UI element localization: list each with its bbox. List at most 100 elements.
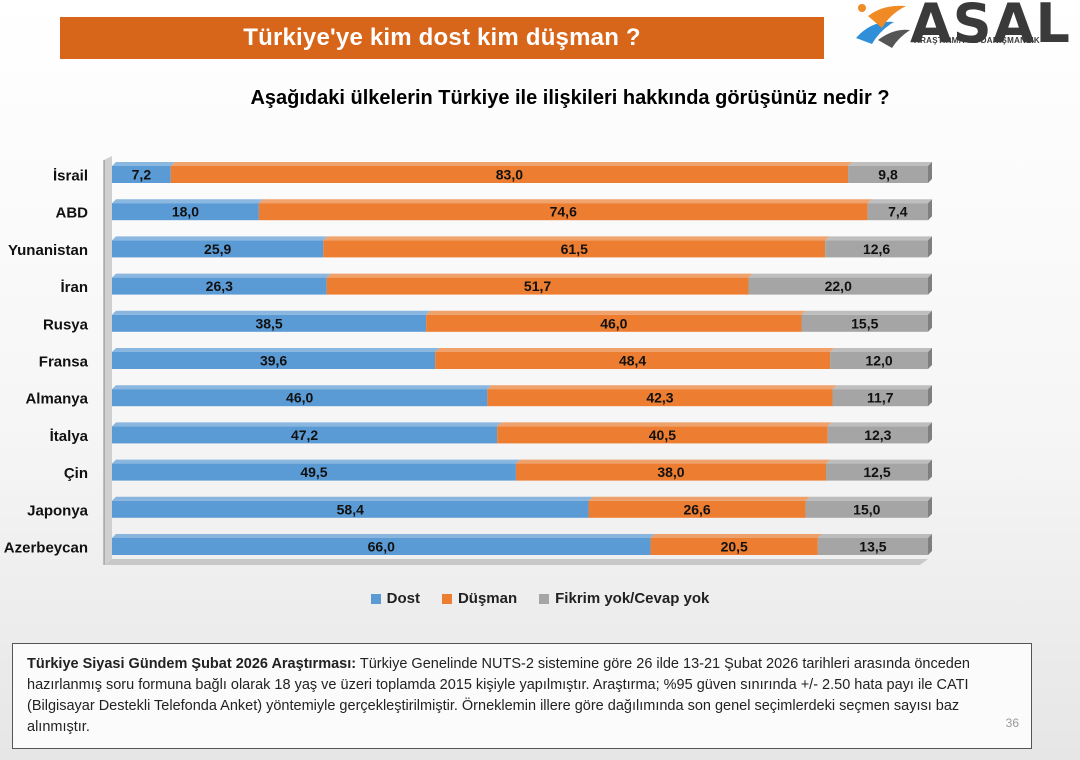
chart-title: Aşağıdaki ülkelerin Türkiye ile ilişkile… bbox=[250, 87, 890, 109]
bar-top-face bbox=[258, 199, 872, 204]
bar-top-face bbox=[112, 496, 593, 501]
category-label: ABD bbox=[56, 205, 89, 222]
bar-top-face bbox=[650, 534, 822, 538]
stacked-bar-chart: İsrail 7,2 83,0 9,8 ABD 18,0 74,6 7,4 Yunanistan… bbox=[4, 156, 932, 565]
data-label: 7,4 bbox=[888, 204, 908, 220]
logo-mark-icon bbox=[856, 4, 910, 48]
bar-top-face bbox=[848, 162, 932, 166]
category-label: Çin bbox=[64, 465, 88, 482]
data-label: 26,6 bbox=[683, 501, 710, 517]
footnote-title: Türkiye Siyasi Gündem Şubat 2026 Araştır… bbox=[27, 656, 357, 672]
bar-top-face bbox=[112, 385, 492, 390]
data-label: 26,3 bbox=[206, 278, 233, 294]
legend-item-dusman: Düşman bbox=[441, 590, 518, 607]
category-label: Almanya bbox=[25, 391, 88, 408]
bar-top-face bbox=[435, 348, 835, 352]
data-label: 48,4 bbox=[619, 353, 646, 369]
bar-segment bbox=[497, 426, 828, 444]
bar-side-face bbox=[928, 273, 932, 295]
data-label: 49,5 bbox=[300, 464, 327, 480]
data-label: 18,0 bbox=[172, 204, 199, 220]
logo-subtext: ARAŞTIRMA VE DANIŞMANLIK bbox=[914, 36, 1041, 45]
bar-segment bbox=[426, 314, 802, 332]
bar-top-face bbox=[827, 422, 932, 427]
bar-top-face bbox=[112, 199, 263, 204]
data-label: 12,5 bbox=[863, 464, 890, 480]
bar-segment bbox=[867, 203, 928, 221]
methodology-footnote: Türkiye Siyasi Gündem Şubat 2026 Araştır… bbox=[12, 643, 1032, 749]
bar-top-face bbox=[497, 422, 832, 427]
bar-segment bbox=[848, 166, 928, 183]
bar-top-face bbox=[112, 459, 520, 464]
bar-segment bbox=[805, 500, 928, 518]
legend-label-dost: Dost bbox=[386, 590, 420, 607]
bar-segment bbox=[112, 166, 171, 183]
data-label: 15,0 bbox=[853, 501, 880, 517]
bar-segment bbox=[515, 463, 826, 481]
bar-segment bbox=[832, 389, 928, 407]
bar-top-face bbox=[112, 348, 440, 352]
bar-side-face bbox=[928, 422, 932, 444]
bar-segment bbox=[112, 389, 488, 407]
data-label: 39,6 bbox=[260, 353, 287, 369]
data-label: 15,5 bbox=[851, 315, 878, 331]
legend-item-dost: Dost bbox=[370, 590, 420, 607]
bar-side-face bbox=[928, 310, 932, 332]
bar-segment bbox=[112, 203, 259, 221]
bar-top-face bbox=[112, 310, 431, 315]
data-label: 46,0 bbox=[286, 390, 313, 406]
bar-side-face bbox=[928, 236, 932, 258]
data-label: 13,5 bbox=[859, 539, 886, 555]
data-label: 61,5 bbox=[561, 241, 588, 257]
data-label: 42,3 bbox=[646, 390, 673, 406]
data-label: 38,5 bbox=[255, 315, 282, 331]
data-label: 12,6 bbox=[863, 241, 890, 257]
bar-segment bbox=[435, 352, 831, 369]
bar-top-face bbox=[112, 162, 175, 166]
footnote-text: Türkiye Genelinde NUTS-2 sistemine göre … bbox=[27, 656, 970, 735]
legend-label-dusman: Düşman bbox=[457, 590, 518, 607]
bar-segment bbox=[801, 314, 928, 332]
bar-segment bbox=[112, 352, 436, 369]
bar-segment bbox=[487, 389, 833, 407]
bar-segment bbox=[112, 314, 427, 332]
data-label: 25,9 bbox=[204, 241, 231, 257]
category-label: Fransa bbox=[39, 354, 89, 371]
bar-top-face bbox=[830, 348, 932, 352]
legend-swatch-dusman bbox=[441, 593, 452, 604]
bar-segment bbox=[258, 203, 868, 221]
bar-top-face bbox=[588, 496, 810, 501]
asal-logo: ASAL ARAŞTIRMA VE DANIŞMANLIK bbox=[850, 0, 1070, 60]
bar-side-face bbox=[928, 385, 932, 407]
data-label: 38,0 bbox=[657, 464, 684, 480]
data-label: 22,0 bbox=[825, 278, 852, 294]
title-bar: Türkiye'ye kim dost kim düşman ? bbox=[60, 17, 824, 59]
bar-top-face bbox=[825, 236, 932, 241]
page-number: 36 bbox=[1005, 716, 1019, 730]
bar-segment bbox=[748, 277, 928, 295]
legend-swatch-dost bbox=[370, 593, 381, 604]
legend-swatch-fikrim-yok bbox=[539, 593, 550, 604]
axis-wall bbox=[104, 156, 112, 565]
data-label: 51,7 bbox=[524, 278, 551, 294]
data-label: 58,4 bbox=[337, 501, 364, 517]
axis-floor bbox=[104, 559, 928, 565]
bar-top-face bbox=[801, 310, 932, 315]
bar-side-face bbox=[928, 162, 932, 183]
bar-segment bbox=[830, 352, 928, 369]
category-label: Azerbeycan bbox=[4, 540, 88, 557]
category-label: Rusya bbox=[43, 316, 89, 333]
bar-top-face bbox=[817, 534, 932, 538]
bar-top-face bbox=[867, 199, 932, 204]
bar-top-face bbox=[112, 534, 655, 538]
bar-top-face bbox=[326, 273, 753, 278]
data-label: 20,5 bbox=[721, 539, 748, 555]
bar-segment bbox=[825, 240, 928, 258]
data-label: 11,7 bbox=[867, 390, 894, 406]
bar-side-face bbox=[928, 348, 932, 369]
bar-segment bbox=[112, 426, 498, 444]
bar-top-face bbox=[805, 496, 932, 501]
data-label: 83,0 bbox=[496, 167, 523, 183]
bar-top-face bbox=[515, 459, 830, 464]
page-title: Türkiye'ye kim dost kim düşman ? bbox=[243, 24, 641, 51]
